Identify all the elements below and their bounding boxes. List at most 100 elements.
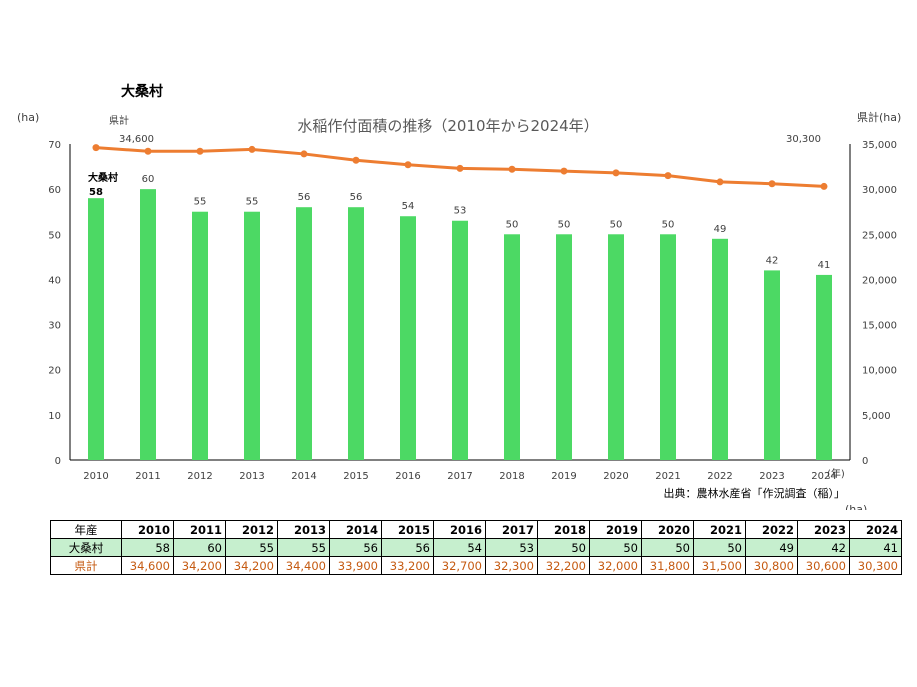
bar [140,189,156,460]
table-cell: 50 [589,538,642,557]
x-tick-label: 2024 [811,471,836,482]
y-right-unit: 県計(ha) [857,110,901,124]
bar [400,216,416,460]
table-cell: 56 [381,538,434,557]
x-tick-label: 2023 [759,471,784,482]
bar-data-label: 53 [454,206,467,217]
y-left-tick-label: 30 [48,321,61,332]
bar-data-label: 41 [818,260,831,271]
line-last-value-label: 30,300 [786,134,821,145]
table-cell: 33,900 [329,556,382,575]
line-point [196,147,204,155]
bar [504,234,520,460]
bar [608,234,624,460]
bar [712,238,728,460]
bar-data-label: 56 [350,192,363,203]
table-cell: 31,500 [693,556,746,575]
table-cell: 60 [173,538,226,557]
bar [452,220,468,460]
y-right-tick-label: 0 [862,456,868,467]
y-left-tick-label: 40 [48,275,61,286]
table-cell: 32,200 [537,556,590,575]
x-tick-label: 2012 [187,471,212,482]
bar [244,211,260,460]
line-point [248,145,256,153]
bar-data-label: 49 [714,224,727,235]
table-cell: 55 [225,538,278,557]
line-point [404,161,412,169]
line-point [92,144,100,152]
table-cell: 30,800 [745,556,798,575]
x-tick-label: 2011 [135,471,160,482]
x-tick-label: 2018 [499,471,524,482]
table-cell: 2018 [537,520,590,539]
line-series-label: 県計 [109,114,129,127]
table-cell: 34,200 [173,556,226,575]
table-cell: 30,300 [849,556,902,575]
table-cell: 50 [537,538,590,557]
bar-data-label: 50 [662,219,675,230]
source-note: 出典：農林水産省「作況調査（稲）」 [664,486,846,500]
bar [192,211,208,460]
bar-data-label: 50 [506,219,519,230]
table-header-row: 年産 2010 2011 2012 2013 2014 2015 2016 2017 2018 20… [50,520,902,539]
table-cell: 58 [121,538,174,557]
table-cell: 34,600 [121,556,174,575]
table-cell: 2020 [641,520,694,539]
table-cell: 42 [797,538,850,557]
table-cell: 31,800 [641,556,694,575]
table-cell: 2013 [277,520,330,539]
y-left-tick-label: 60 [48,185,61,196]
x-tick-label: 2016 [395,471,420,482]
table-cell: 2011 [173,520,226,539]
x-tick-label: 2017 [447,471,472,482]
table-row-village: 大桑村 58 60 55 55 56 56 54 53 50 50 50 50 49 42 41 [50,538,902,557]
table-cell: 2021 [693,520,746,539]
line-first-value-label: 34,600 [119,134,154,145]
y-left-tick-label: 70 [48,140,61,151]
table-cell: 34,200 [225,556,278,575]
y-left-tick-label: 20 [48,366,61,377]
table-row-label: 年産 [50,520,122,539]
chart: 水稲作付面積の推移（2010年から2024年） 0 10 20 30 40 50 60 70 0 5… [17,110,901,510]
y-left-unit: (ha) [17,111,39,124]
bar [764,270,780,460]
x-tick-label: 2021 [655,471,680,482]
table-cell: 2019 [589,520,642,539]
bar [88,198,104,460]
x-tick-label: 2010 [83,471,108,482]
table-cell: 2024 [849,520,902,539]
x-tick-label: 2022 [707,471,732,482]
chart-title: 水稲作付面積の推移（2010年から2024年） [297,117,598,135]
table-cell: 2014 [329,520,382,539]
y-left-tick-label: 50 [48,230,61,241]
y-right-tick-label: 15,000 [862,321,897,332]
table-cell: 53 [485,538,538,557]
x-tick-label: 2015 [343,471,368,482]
table-cell: 2017 [485,520,538,539]
x-axis-unit: (年) [827,467,845,480]
x-tick-label: 2014 [291,471,316,482]
line-point [144,147,152,155]
table-cell: 54 [433,538,486,557]
x-tick-label: 2019 [551,471,576,482]
table-row-label: 大桑村 [50,538,122,557]
line-point [560,167,568,175]
table-cell: 2022 [745,520,798,539]
table-row-prefecture: 県計 34,600 34,200 34,200 34,400 33,900 33,200 32… [50,556,902,575]
y-right-tick-label: 10,000 [862,366,897,377]
bar-data-label: 54 [402,201,415,212]
table-cell: 2010 [121,520,174,539]
bar-data-label: 55 [194,197,207,208]
table-unit: (ha) [845,503,867,510]
bar [816,274,832,460]
y-right-tick-label: 25,000 [862,230,897,241]
table-cell: 2023 [797,520,850,539]
line-point [456,164,464,172]
table-cell: 34,400 [277,556,330,575]
table-cell: 32,700 [433,556,486,575]
table-cell: 2012 [225,520,278,539]
y-left-tick-label: 10 [48,411,61,422]
y-right-tick-label: 5,000 [862,411,891,422]
line-point [612,169,620,177]
